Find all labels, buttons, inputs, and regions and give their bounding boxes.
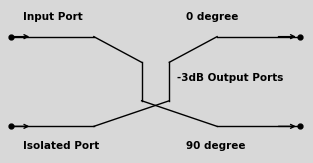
Text: 90 degree: 90 degree [186, 141, 246, 151]
Text: Isolated Port: Isolated Port [23, 141, 99, 151]
Text: -3dB Output Ports: -3dB Output Ports [177, 73, 283, 83]
Text: Input Port: Input Port [23, 12, 83, 22]
Text: 0 degree: 0 degree [186, 12, 239, 22]
